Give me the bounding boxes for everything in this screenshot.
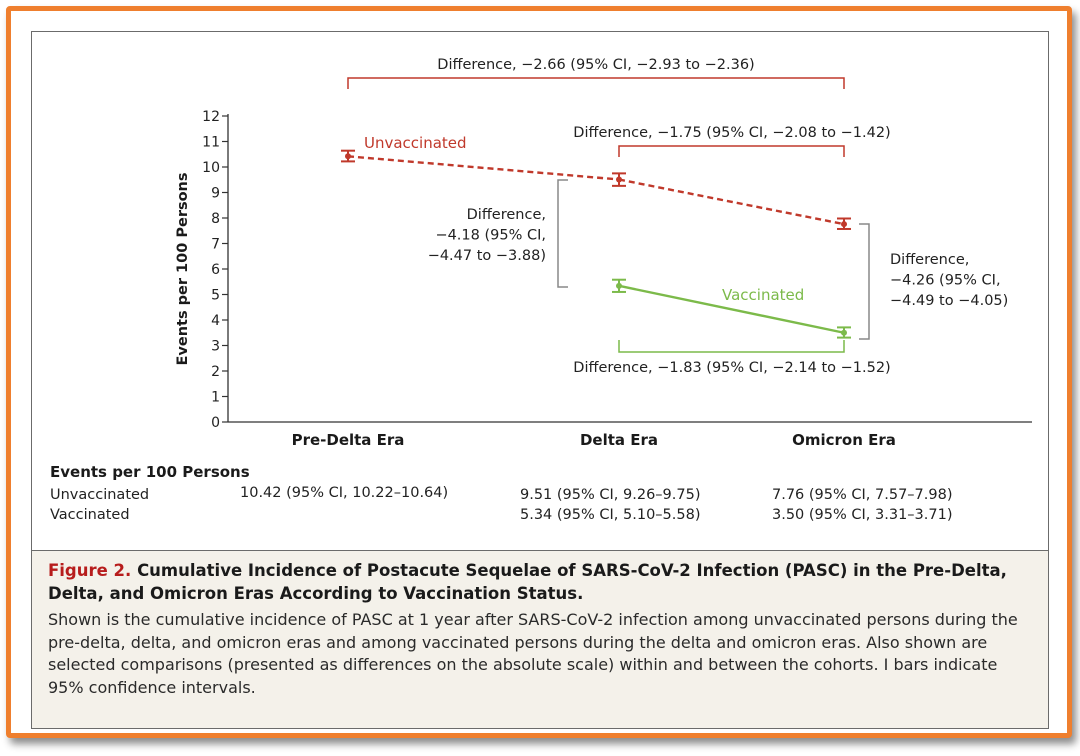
annotation-left-line: −4.18 (95% CI, (435, 228, 546, 244)
table-cell: 7.76 (95% CI, 7.57–7.98) (772, 487, 953, 503)
annotation-right-line: −4.26 (95% CI, (890, 273, 1001, 289)
table-cell: 9.51 (95% CI, 9.26–9.75) (520, 487, 701, 503)
y-tick-label: 9 (211, 186, 220, 202)
caption-body: Shown is the cumulative incidence of PAS… (48, 610, 1018, 697)
figure-frame: 0 1 2 3 4 5 6 7 8 9 10 11 12 Pre-Delta Era Delta Era Om… (6, 6, 1072, 738)
caption-title: Figure 2. Cumulative Incidence of Postac… (48, 559, 1032, 605)
series-label-unvaccinated: Unvaccinated (364, 134, 467, 152)
bracket-top (347, 77, 845, 89)
annotation-right-line: Difference, (890, 252, 969, 268)
bracket-mid-top (618, 145, 845, 157)
bracket-bottom (618, 340, 845, 353)
y-tick-label: 10 (202, 160, 220, 176)
table-cell: 3.50 (95% CI, 3.31–3.71) (772, 507, 953, 523)
annotation-left-line: Difference, (467, 207, 546, 223)
x-category-label: Omicron Era (792, 431, 896, 449)
annotation-right-line: −4.49 to −4.05) (890, 293, 1008, 309)
y-tick-label: 8 (211, 211, 220, 227)
y-tick-label: 12 (202, 109, 220, 125)
data-point (841, 329, 847, 336)
table-row-label: Unvaccinated (50, 487, 149, 503)
annotation-top: Difference, −2.66 (95% CI, −2.93 to −2.3… (437, 57, 754, 73)
figure-panel: 0 1 2 3 4 5 6 7 8 9 10 11 12 Pre-Delta Era Delta Era Om… (31, 31, 1049, 729)
figure-caption: Figure 2. Cumulative Incidence of Postac… (32, 550, 1048, 728)
series-line-unvaccinated (618, 178, 845, 226)
table-row-label: Vaccinated (50, 507, 130, 523)
y-tick-label: 3 (211, 339, 220, 355)
data-point (345, 153, 351, 160)
y-tick-label: 7 (211, 237, 220, 253)
annotation-mid-top: Difference, −1.75 (95% CI, −2.08 to −1.4… (573, 125, 890, 141)
y-tick-label: 2 (211, 364, 220, 380)
y-tick-label: 1 (211, 390, 220, 406)
table-header: Events per 100 Persons (50, 463, 250, 481)
caption-title-text: Cumulative Incidence of Postacute Sequel… (48, 561, 1007, 603)
series-label-vaccinated: Vaccinated (722, 286, 804, 304)
bracket-left (557, 179, 568, 288)
caption-label: Figure 2. (48, 561, 132, 580)
table-cell: 10.42 (95% CI, 10.22–10.64) (240, 485, 448, 501)
series-line-unvaccinated (347, 155, 620, 181)
y-tick-label: 0 (211, 415, 220, 431)
table-cell: 5.34 (95% CI, 5.10–5.58) (520, 507, 701, 523)
y-tick-label: 4 (211, 313, 220, 329)
x-category-label: Pre-Delta Era (292, 431, 405, 449)
x-category-label: Delta Era (580, 431, 658, 449)
y-tick-label: 11 (202, 135, 220, 151)
y-tick-label: 5 (211, 288, 220, 304)
data-point (841, 221, 847, 228)
y-axis-title: Events per 100 Persons (175, 172, 191, 365)
bracket-right (859, 223, 870, 340)
y-tick-label: 6 (211, 262, 220, 278)
annotation-left-line: −4.47 to −3.88) (428, 248, 546, 264)
annotation-bottom: Difference, −1.83 (95% CI, −2.14 to −1.5… (573, 360, 890, 376)
series-line-vaccinated (618, 284, 845, 334)
data-point (616, 282, 622, 289)
data-point (616, 176, 622, 183)
